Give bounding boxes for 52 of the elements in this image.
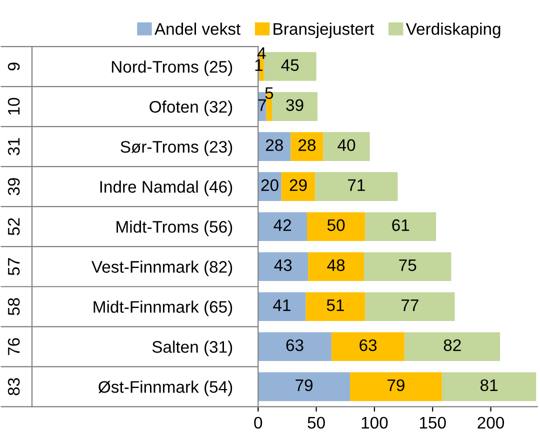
data-label: 75 xyxy=(399,259,416,272)
data-label: 20 xyxy=(261,179,278,192)
data-label: 71 xyxy=(348,179,365,191)
data-label: 42 xyxy=(274,219,291,231)
data-label: 48 xyxy=(327,259,345,272)
x-tick-label: 100 xyxy=(362,416,388,429)
y-tick-label: Midt-Finnmark (65) xyxy=(94,300,232,316)
x-tick-label: 200 xyxy=(478,416,504,429)
data-label: 39 xyxy=(286,99,304,112)
data-label: 4 xyxy=(257,47,266,59)
data-label: 77 xyxy=(402,299,418,311)
data-label: 45 xyxy=(281,59,299,71)
y-tick-label: Vest-Finnmark (82) xyxy=(91,260,232,276)
text: 39 xyxy=(8,178,20,196)
data-label: 63 xyxy=(360,339,377,352)
x-tick-label: 50 xyxy=(308,416,325,429)
data-label: 41 xyxy=(273,299,290,311)
data-label: 79 xyxy=(388,379,404,392)
text: 9 xyxy=(8,62,20,70)
y-tick-label: Indre Namdal (46) xyxy=(100,180,232,196)
data-label: 82 xyxy=(444,339,461,352)
data-label: 79 xyxy=(296,379,313,392)
data-label: 51 xyxy=(326,299,344,312)
text: 76 xyxy=(8,338,20,356)
x-tick-label: 150 xyxy=(420,416,446,429)
y-tick-label: Salten (31) xyxy=(152,340,232,356)
data-label: 29 xyxy=(290,179,307,192)
data-label: 28 xyxy=(298,139,316,152)
text: 31 xyxy=(8,138,20,156)
x-tick-label: 0 xyxy=(254,416,262,429)
y-tick-label: Ofoten (32) xyxy=(150,100,232,116)
legend-label: Verdiskaping xyxy=(406,22,500,38)
data-label: 43 xyxy=(274,259,292,272)
text: 57 xyxy=(8,258,20,276)
data-label: 28 xyxy=(266,139,283,152)
data-label: 1 xyxy=(255,59,263,71)
legend-label: Bransjejustert xyxy=(274,22,374,38)
legend-label: Andel vekst xyxy=(154,22,240,35)
data-label: 50 xyxy=(327,219,345,232)
y-tick-label: Nord-Troms (25) xyxy=(112,60,232,76)
data-label: 7 xyxy=(258,99,266,111)
y-tick-label: Øst-Finnmark (54) xyxy=(98,380,232,396)
data-label: 61 xyxy=(392,219,410,232)
data-label: 40 xyxy=(338,139,356,152)
text: 10 xyxy=(8,98,20,115)
y-tick-label: Midt-Troms (56) xyxy=(116,220,232,236)
data-label: 63 xyxy=(286,339,304,352)
data-label: 81 xyxy=(480,379,498,392)
text: 83 xyxy=(8,378,20,396)
text: 58 xyxy=(8,298,20,316)
y-tick-label: Sør-Troms (23) xyxy=(120,140,232,156)
text: 52 xyxy=(8,218,20,236)
